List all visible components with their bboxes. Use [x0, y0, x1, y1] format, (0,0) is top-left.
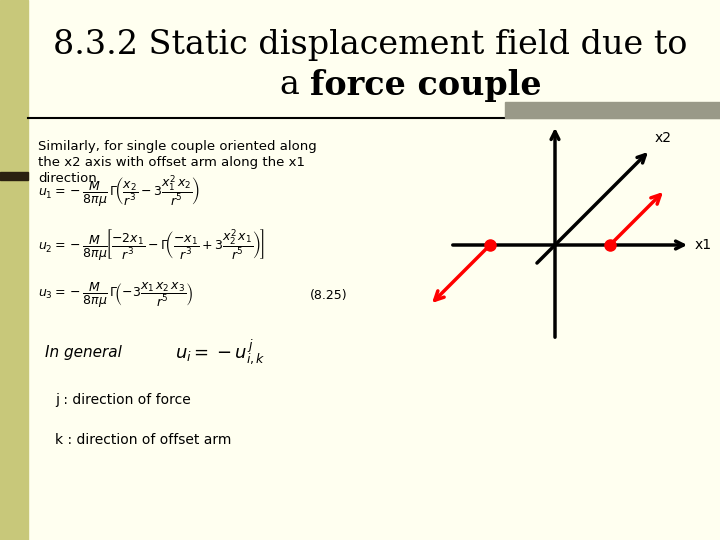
- Bar: [505, 102, 720, 118]
- Text: 8.3.2 Static displacement field due to: 8.3.2 Static displacement field due to: [53, 29, 687, 61]
- Text: $u_3 = -\dfrac{M}{8\pi\mu}\,\Gamma\!\left(-3\dfrac{x_1\,x_2\,x_3}{r^5}\right)$: $u_3 = -\dfrac{M}{8\pi\mu}\,\Gamma\!\lef…: [38, 280, 194, 309]
- Bar: [0, 172, 28, 180]
- Text: j : direction of force: j : direction of force: [55, 393, 191, 407]
- Text: a: a: [279, 69, 310, 101]
- Text: x1: x1: [695, 238, 712, 252]
- Text: $u_1 = -\dfrac{M}{8\pi\mu}\,\Gamma\!\left(\dfrac{x_2}{r^3} - 3\dfrac{x_1^2\,x_2}: $u_1 = -\dfrac{M}{8\pi\mu}\,\Gamma\!\lef…: [38, 174, 200, 210]
- Text: $u_i = -u_{i,k}^{\,j}$: $u_i = -u_{i,k}^{\,j}$: [175, 337, 266, 367]
- Text: x3: x3: [560, 103, 577, 117]
- Text: the x2 axis with offset arm along the x1: the x2 axis with offset arm along the x1: [38, 156, 305, 169]
- Text: direction: direction: [38, 172, 96, 185]
- Text: $u_2 = -\dfrac{M}{8\pi\mu}\!\left[\dfrac{-2x_1}{r^3} - \Gamma\!\left(\dfrac{-x_1: $u_2 = -\dfrac{M}{8\pi\mu}\!\left[\dfrac…: [38, 227, 264, 263]
- Text: (8.25): (8.25): [310, 288, 348, 301]
- Text: k : direction of offset arm: k : direction of offset arm: [55, 433, 231, 447]
- Bar: [0, 0, 28, 540]
- Text: force couple: force couple: [310, 69, 541, 102]
- Text: Similarly, for single couple oriented along: Similarly, for single couple oriented al…: [38, 140, 317, 153]
- Text: In general: In general: [45, 345, 122, 360]
- Text: x2: x2: [655, 131, 672, 145]
